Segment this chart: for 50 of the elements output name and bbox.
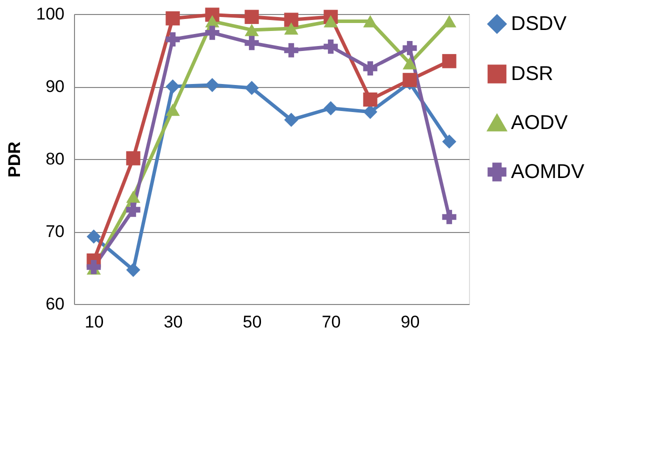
point [363, 104, 378, 119]
y-tick-label: 80 [46, 150, 64, 168]
point [324, 101, 338, 116]
point [363, 15, 378, 28]
point [442, 54, 456, 68]
point [126, 202, 140, 217]
point [244, 36, 259, 50]
point [126, 190, 140, 203]
legend-label: AOMDV [511, 161, 585, 183]
point [402, 41, 417, 56]
point [284, 22, 298, 35]
point [442, 15, 456, 28]
x-tick-label: 30 [164, 312, 183, 332]
point [402, 72, 417, 88]
point [244, 10, 259, 24]
x-tick-label: 50 [242, 312, 262, 332]
point [324, 15, 338, 28]
x-tick-label: 10 [84, 312, 104, 332]
x-tick-label: 70 [322, 312, 341, 332]
point [402, 57, 417, 70]
point [126, 151, 140, 166]
point [205, 78, 220, 92]
legend-label: DSR [511, 63, 554, 85]
point [442, 134, 456, 149]
y-axis-title: PDR [5, 142, 24, 178]
point [166, 104, 180, 116]
y-tick-label: 100 [36, 4, 64, 24]
point [244, 80, 259, 96]
point [284, 112, 298, 127]
point [284, 43, 298, 58]
point [363, 61, 378, 76]
x-tick-label: 90 [400, 312, 420, 332]
y-tick-label: 90 [46, 77, 64, 96]
y-tick-label: 60 [46, 294, 64, 314]
point [442, 210, 456, 224]
point [205, 15, 220, 28]
point [363, 92, 378, 107]
point [324, 40, 338, 54]
point [244, 24, 259, 36]
point [86, 260, 101, 274]
point [86, 230, 101, 244]
point [284, 12, 298, 27]
point [166, 11, 180, 26]
legend-label: DSDV [511, 13, 568, 35]
legend-label: AODV [511, 112, 568, 134]
point [166, 32, 180, 46]
point [126, 262, 140, 277]
y-tick-label: 70 [46, 222, 64, 241]
point [166, 79, 180, 94]
point [205, 26, 220, 40]
